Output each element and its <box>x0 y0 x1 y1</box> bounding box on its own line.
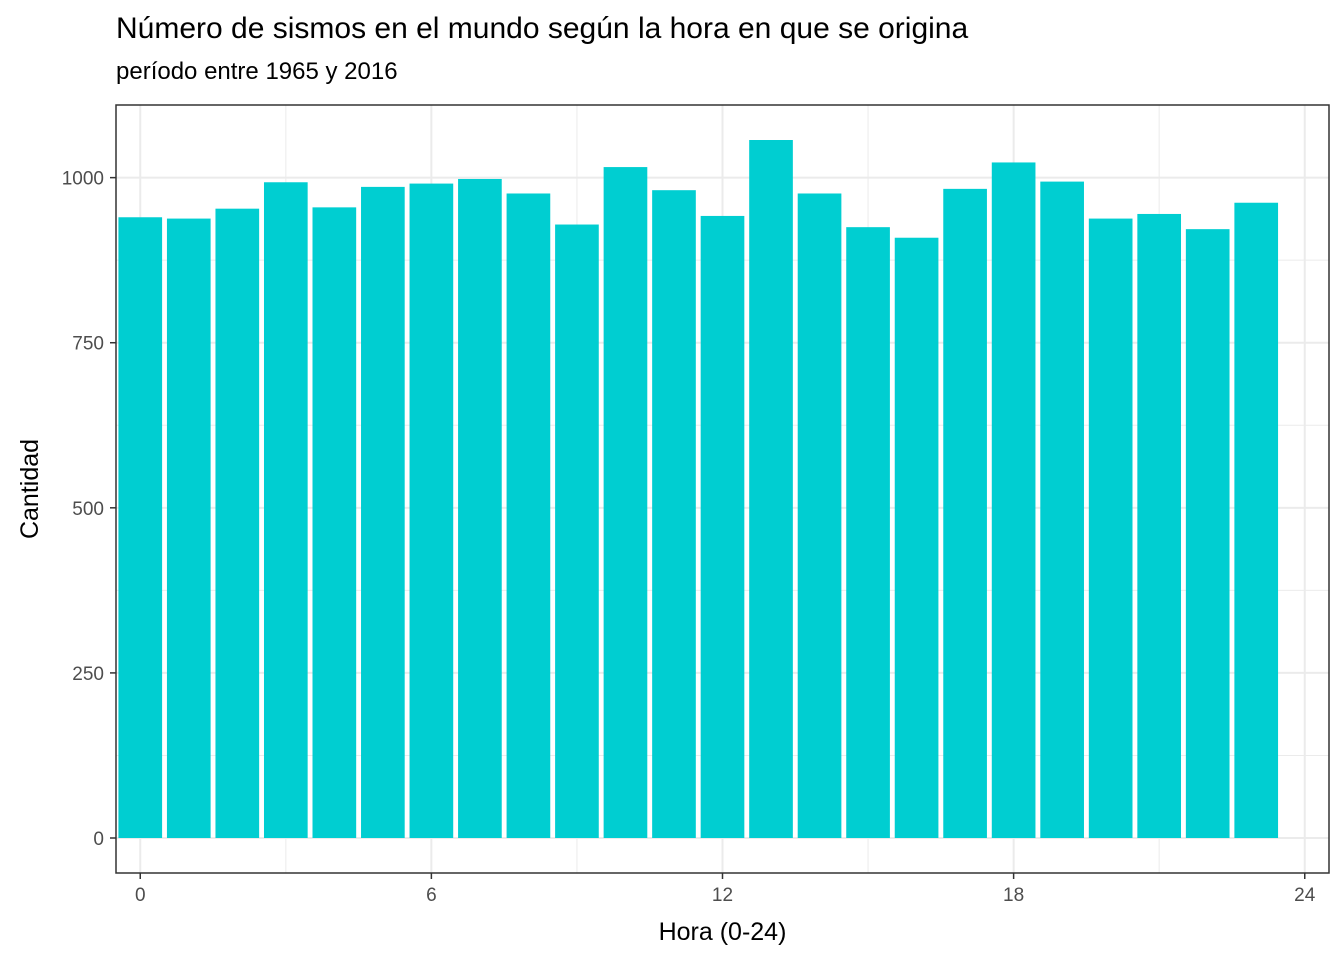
bar-hour-22 <box>1185 229 1230 839</box>
bar-hour-10 <box>603 167 648 839</box>
bar-hour-7 <box>458 178 502 839</box>
y-axis-title: Cantidad <box>16 439 44 539</box>
bar-hour-2 <box>215 208 260 839</box>
bar-hour-19 <box>1040 181 1084 839</box>
y-tick-label: 500 <box>72 499 104 520</box>
bar-hour-3 <box>263 182 308 839</box>
x-tick-label: 18 <box>1003 885 1024 906</box>
bar-hour-20 <box>1088 218 1133 839</box>
bar-hour-15 <box>846 227 890 839</box>
x-tick-label: 12 <box>712 885 733 906</box>
y-tick-label: 1000 <box>62 169 104 190</box>
bar-hour-6 <box>409 183 454 839</box>
bar-hour-11 <box>652 190 696 839</box>
bar-hour-13 <box>749 139 793 839</box>
bars <box>118 139 1279 839</box>
x-tick-label: 0 <box>135 885 146 906</box>
bar-hour-9 <box>555 224 599 839</box>
axis-ticks: 0 250 500 750 1000 0 6 12 18 24 <box>62 169 1316 906</box>
bar-hour-4 <box>312 207 357 839</box>
y-tick-label: 750 <box>72 334 104 355</box>
chart-subtitle: período entre 1965 y 2016 <box>116 58 398 85</box>
x-tick-label: 24 <box>1294 885 1316 906</box>
bar-hour-17 <box>943 188 987 839</box>
bar-hour-21 <box>1137 213 1182 839</box>
x-axis-title: Hora (0-24) <box>659 918 787 946</box>
y-tick-label: 250 <box>72 664 104 685</box>
bar-hour-5 <box>361 186 405 839</box>
x-tick-label: 6 <box>426 885 437 906</box>
bar-hour-23 <box>1234 202 1279 839</box>
y-tick-label: 0 <box>93 829 104 850</box>
chart-title: Número de sismos en el mundo según la ho… <box>116 12 969 45</box>
bar-hour-12 <box>700 215 745 839</box>
bar-hour-8 <box>506 193 551 839</box>
bar-hour-0 <box>118 217 163 839</box>
bar-hour-18 <box>991 162 1036 839</box>
bar-hour-1 <box>166 218 211 839</box>
bar-hour-16 <box>894 237 939 839</box>
bar-hour-14 <box>797 193 842 839</box>
